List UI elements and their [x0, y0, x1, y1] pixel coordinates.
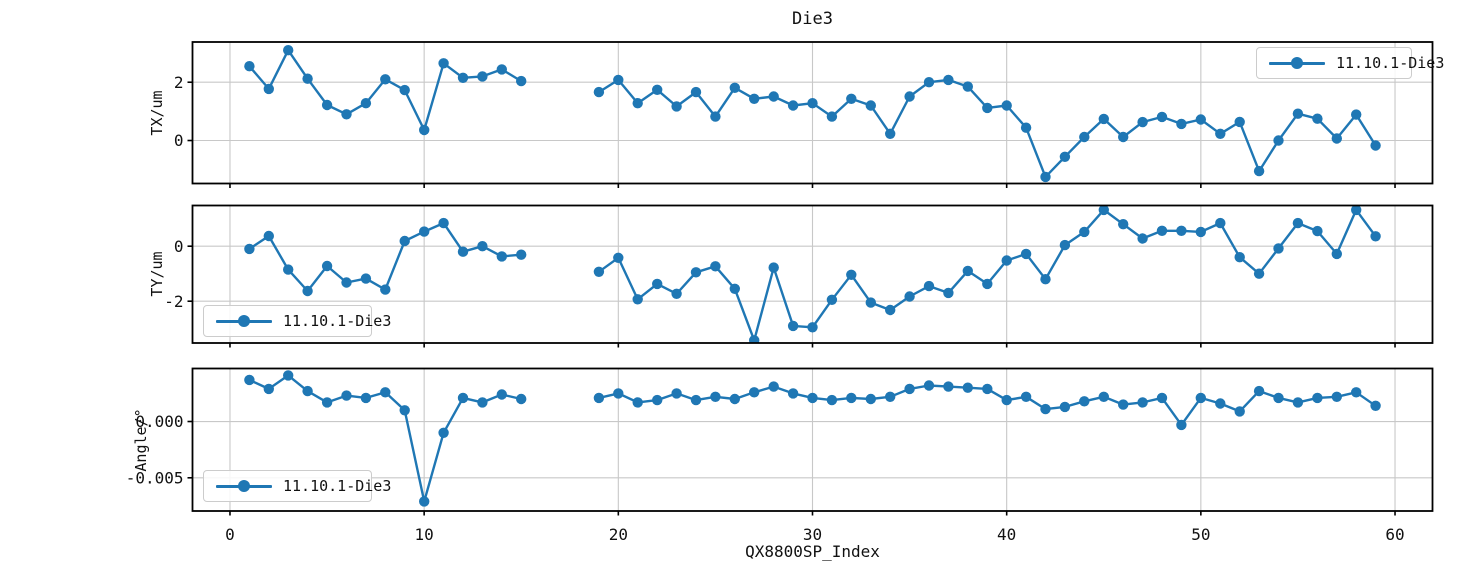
svg-text:2: 2 — [174, 73, 184, 92]
svg-text:0: 0 — [174, 131, 184, 150]
legend-marker-icon — [238, 315, 250, 327]
svg-text:60: 60 — [1385, 525, 1404, 544]
legend-label: 11.10.1-Die3 — [283, 312, 392, 330]
svg-text:40: 40 — [997, 525, 1016, 544]
svg-text:30: 30 — [803, 525, 822, 544]
svg-text:50: 50 — [1191, 525, 1210, 544]
legend-label: 11.10.1-Die3 — [283, 477, 392, 495]
legend-label: 11.10.1-Die3 — [1336, 54, 1445, 72]
x-axis-label: QX8800SP_Index — [745, 542, 880, 561]
legend-line-sample — [1269, 57, 1325, 69]
legend-line-sample — [216, 480, 272, 492]
legend-ty: 11.10.1-Die3 — [203, 305, 391, 337]
legend-marker-icon — [1291, 57, 1303, 69]
svg-text:-2: -2 — [164, 292, 183, 311]
y-axis-label-tx: TX/um — [148, 90, 166, 136]
y-axis-label-angle: Angle/° — [132, 408, 150, 472]
svg-text:-0.005: -0.005 — [126, 468, 184, 487]
chart-title: Die3 — [792, 9, 833, 29]
svg-text:0.000: 0.000 — [135, 412, 183, 431]
legend-marker-icon — [238, 480, 250, 492]
y-axis-label-ty: TY/um — [148, 251, 166, 297]
legend-line-sample — [216, 315, 272, 327]
svg-text:0: 0 — [174, 237, 184, 256]
svg-text:0: 0 — [225, 525, 235, 544]
svg-text:20: 20 — [609, 525, 628, 544]
svg-text:10: 10 — [415, 525, 434, 544]
legend-angle: 11.10.1-Die3 — [203, 470, 391, 502]
legend-tx: 11.10.1-Die3 — [1256, 47, 1444, 79]
